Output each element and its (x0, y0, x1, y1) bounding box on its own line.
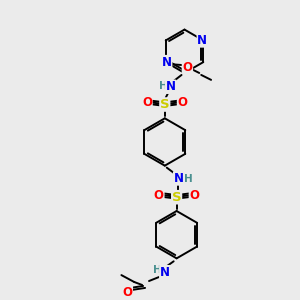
Text: O: O (122, 286, 132, 299)
Text: S: S (160, 98, 169, 111)
Text: N: N (160, 266, 170, 279)
Text: O: O (142, 96, 152, 109)
Text: H: H (184, 175, 193, 184)
Text: O: O (189, 189, 200, 202)
Text: O: O (154, 189, 164, 202)
Text: O: O (178, 96, 188, 109)
Text: S: S (172, 191, 182, 204)
Text: H: H (152, 265, 161, 275)
Text: N: N (162, 56, 172, 69)
Text: N: N (197, 34, 207, 47)
Text: H: H (159, 81, 168, 91)
Text: N: N (174, 172, 184, 185)
Text: N: N (166, 80, 176, 93)
Text: O: O (182, 61, 192, 74)
